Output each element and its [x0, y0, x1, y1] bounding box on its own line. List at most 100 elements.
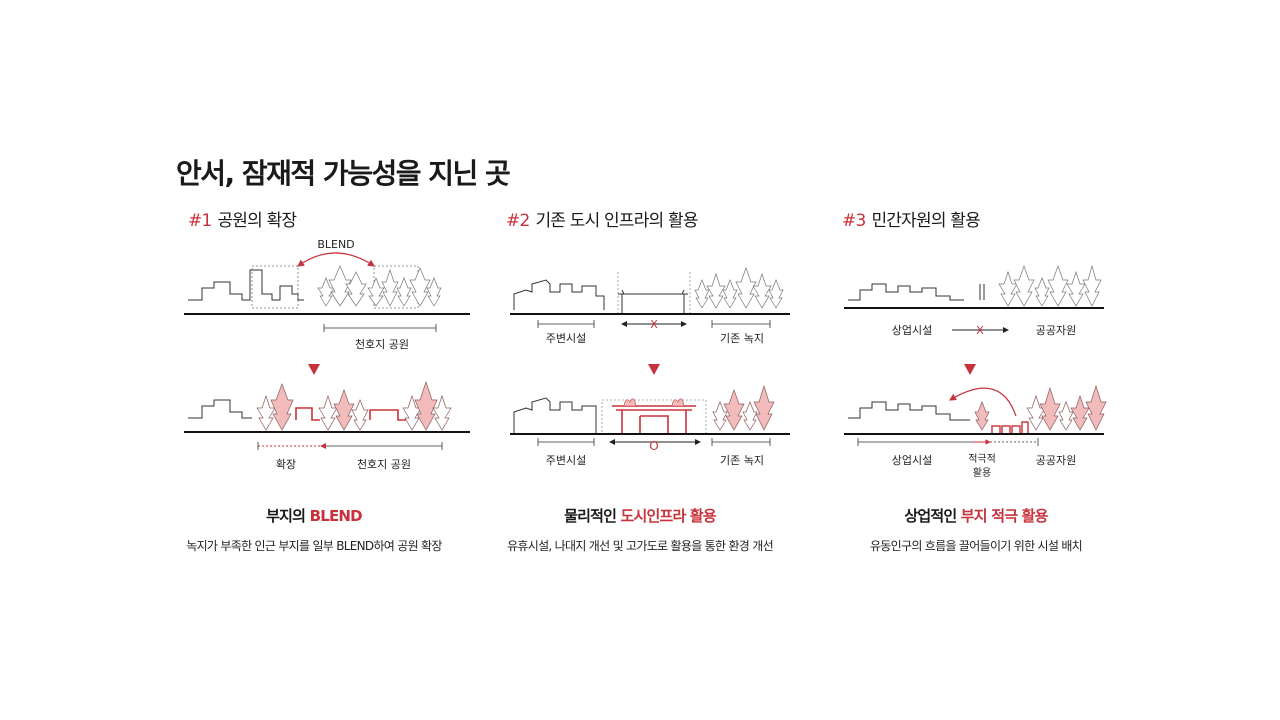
tree-icon	[333, 388, 355, 431]
rooftop-greenery	[623, 398, 685, 407]
public-label-bottom: 공공자원	[1036, 454, 1076, 467]
tree-icon	[381, 268, 399, 307]
section-1-number: #1	[188, 211, 212, 231]
building-skyline	[848, 283, 964, 301]
section-2-top-scene: X 주변시설 기존 녹지	[510, 266, 790, 345]
tree-icon	[345, 271, 367, 307]
tree-icon	[998, 270, 1018, 307]
overpass-structure	[618, 289, 688, 314]
section-2-subtitle: 물리적인 도시인프라 활용	[480, 505, 800, 526]
active-label-line1: 적극적	[968, 453, 996, 465]
section-3-subtitle: 상업적인 부지 적극 활용	[816, 505, 1136, 526]
tree-icon	[753, 384, 775, 431]
tree-icon	[1085, 384, 1107, 431]
active-label-line2: 활용	[973, 466, 991, 479]
blend-box-left	[251, 265, 299, 309]
down-triangle	[648, 364, 660, 375]
tree-group-bottom	[974, 384, 1107, 431]
tree-icon	[752, 272, 772, 309]
subtitle-highlight: 부지 적극 활용	[960, 507, 1049, 525]
building-skyline	[848, 401, 970, 421]
section-3-heading: #3 민간자원의 활용	[842, 206, 981, 231]
expansion-structure	[295, 407, 320, 421]
tree-icon	[974, 401, 990, 431]
section-1-title: 공원의 확장	[217, 211, 297, 231]
building-skyline	[188, 399, 252, 419]
tree-icon	[414, 380, 438, 431]
building-skyline	[513, 397, 597, 434]
public-label-top: 공공자원	[1036, 324, 1076, 337]
section-2-diagram: X 주변시설 기존 녹지 O	[510, 266, 790, 467]
tree-icon	[1039, 386, 1061, 431]
section-2-title: 기존 도시 인프라의 활용	[535, 211, 698, 231]
tree-icon	[317, 277, 335, 307]
tree-group-top	[694, 266, 784, 309]
blend-arrow	[297, 252, 375, 267]
tree-icon	[722, 279, 738, 309]
subtitle-text: 부지의	[266, 507, 310, 525]
tree-icon	[328, 265, 352, 307]
tree-icon	[426, 277, 442, 307]
section-3-description: 유동인구의 흐름을 끌어들이기 위한 시설 배치	[869, 539, 1083, 553]
section-1-description: 녹지가 부족한 인근 부지를 일부 BLEND하여 공원 확장	[186, 539, 442, 553]
tree-icon	[256, 394, 276, 431]
section-2-bottom-scene: O 주변시설 기존 녹지	[510, 384, 790, 467]
tree-icon	[1058, 401, 1074, 431]
tree-icon	[735, 266, 757, 309]
tree-icon	[1034, 277, 1050, 307]
section-3-bottom-scene: 상업시설 적극적 활용 공공자원	[844, 384, 1107, 479]
tree-icon	[409, 267, 431, 307]
section-1-subtitle: 부지의 BLEND	[154, 505, 474, 526]
building-skyline	[513, 279, 605, 310]
section-2-description: 유휴시설, 나대지 개선 및 고가도로 활용을 통한 환경 개선	[507, 539, 774, 553]
tree-group-top	[317, 265, 442, 307]
building-skyline	[188, 269, 304, 301]
surround-label-top: 주변시설	[546, 332, 586, 345]
section-1-heading: #1 공원의 확장	[188, 206, 297, 231]
section-2-heading: #2 기존 도시 인프라의 활용	[506, 206, 698, 231]
tree-icon	[1070, 394, 1090, 431]
tree-icon	[402, 394, 422, 431]
tree-icon	[1047, 264, 1069, 307]
section-2-number: #2	[506, 211, 530, 231]
subtitle-text: 물리적인	[564, 507, 621, 525]
subtitle-text: 상업적인	[904, 507, 961, 525]
down-triangle	[308, 364, 320, 375]
subtitle-highlight: BLEND	[309, 507, 363, 525]
tree-group-top	[998, 264, 1102, 307]
x-mark: X	[650, 318, 658, 331]
tree-icon	[768, 279, 784, 309]
tree-icon	[318, 394, 338, 431]
section-3-diagram: 상업시설 X 공공자원 상업시설 적극적 활용 공공자원	[844, 264, 1107, 479]
section-3-top-scene: 상업시설 X 공공자원	[844, 264, 1104, 337]
tree-icon	[706, 272, 726, 309]
subtitle-highlight: 도시인프라 활용	[620, 507, 717, 525]
park-label-top: 천호지 공원	[355, 337, 409, 351]
tree-icon	[1066, 270, 1086, 307]
attraction-arrow	[948, 387, 1017, 417]
section-1-bottom-scene: 확장 천호지 공원	[184, 380, 470, 471]
expand-label: 확장	[276, 458, 296, 471]
tree-icon	[351, 399, 369, 431]
x-mark: X	[976, 324, 984, 337]
commercial-label-top: 상업시설	[892, 324, 932, 337]
infra-box	[601, 399, 707, 435]
green-label-bottom: 기존 녹지	[720, 454, 764, 467]
tree-icon	[694, 279, 710, 309]
tree-icon	[270, 383, 294, 431]
section-1-diagram: BLEND 천호지 공원	[184, 238, 470, 471]
tree-icon	[742, 401, 758, 431]
green-label-top: 기존 녹지	[720, 332, 764, 345]
expansion-structure	[369, 409, 406, 421]
tree-group-bottom	[712, 384, 775, 431]
tree-group-bottom	[256, 380, 452, 431]
tree-icon	[1013, 264, 1035, 307]
tree-icon	[1082, 264, 1102, 307]
blend-box-right	[373, 265, 419, 309]
tree-icon	[1026, 394, 1046, 431]
commercial-kiosks	[991, 421, 1029, 435]
tree-icon	[712, 401, 728, 431]
overpass-revitalized	[612, 405, 696, 434]
section-3-title: 민간자원의 활용	[871, 211, 980, 231]
down-triangle	[964, 364, 976, 375]
